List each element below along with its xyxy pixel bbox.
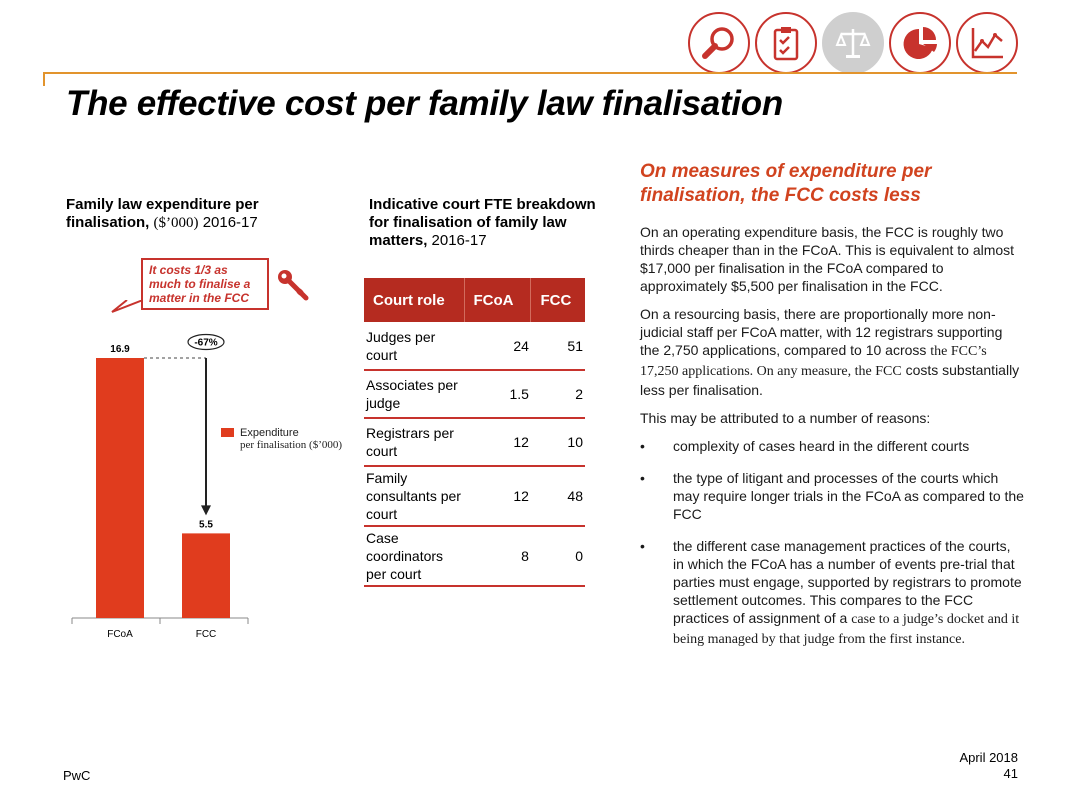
chart-title-year: 2016-17	[202, 214, 258, 231]
row-fcc: 0	[530, 526, 585, 587]
clipboard-icon[interactable]	[755, 12, 817, 74]
value-label-fcc: 5.5	[199, 519, 213, 530]
table-title: Indicative court FTE breakdown for final…	[369, 196, 619, 250]
paragraph-1: On an operating expenditure basis, the F…	[640, 224, 1015, 294]
tick-label-fcc: FCC	[196, 629, 217, 640]
key-icon	[278, 270, 309, 301]
bullet-marker: •	[640, 438, 645, 454]
row-fcoa: 24	[464, 322, 531, 371]
table-title-main: Indicative court FTE breakdown for final…	[369, 196, 596, 249]
row-fcoa: 1.5	[464, 370, 531, 419]
list-item: • the type of litigant and processes of t…	[640, 470, 1024, 522]
table-header-row: Court role FCoA FCC	[364, 278, 585, 322]
header-fcoa: FCoA	[464, 278, 532, 322]
legend-unit: ($’000)	[309, 439, 343, 451]
bar-fcoa	[96, 358, 144, 618]
header-rule-tick	[43, 72, 45, 86]
bar-fcc	[182, 533, 230, 618]
line-chart-icon[interactable]	[956, 12, 1018, 74]
table-row: Case coordinators per court 8 0	[364, 526, 585, 587]
table-title-year: 2016-17	[431, 232, 487, 249]
right-heading: On measures of expenditure per finalisat…	[640, 161, 932, 206]
chart-legend: Expenditure per finalisation ($’000)	[221, 427, 342, 451]
table-row: Family consultants per court 12 48	[364, 466, 585, 527]
row-fcc: 51	[530, 322, 585, 371]
tick-label-fcoa: FCoA	[107, 629, 133, 640]
list-item: • complexity of cases heard in the differ…	[640, 438, 970, 454]
bullet-marker: •	[640, 470, 645, 486]
legend-swatch	[221, 428, 234, 437]
footer-date: April 2018	[959, 750, 1018, 765]
fte-table: Court role FCoA FCC Judges per court 24 …	[364, 278, 585, 587]
callout-tail	[111, 300, 144, 313]
row-fcoa: 12	[464, 418, 531, 467]
paragraph-2: On a resourcing basis, there are proport…	[640, 306, 1020, 398]
callout-box: It costs 1/3 as much to finalise a matte…	[141, 258, 269, 310]
top-icon-nav	[688, 12, 1018, 74]
change-label: -67%	[194, 338, 217, 349]
change-badge	[187, 333, 225, 351]
pie-chart-icon[interactable]	[889, 12, 951, 74]
legend-line2: per finalisation	[240, 439, 310, 451]
row-role: Registrars per court	[364, 418, 464, 467]
row-role: Case coordinators per court	[364, 526, 464, 587]
header-court-role: Court role	[364, 278, 465, 322]
row-fcc: 48	[530, 466, 585, 527]
search-icon[interactable]	[688, 12, 750, 74]
row-role: Judges per court	[364, 322, 464, 371]
arrow-head	[201, 505, 211, 516]
table-row: Associates per judge 1.5 2	[364, 370, 585, 419]
header-fcc: FCC	[530, 278, 585, 322]
bullet-marker: •	[640, 538, 645, 554]
footer-brand: PwC	[63, 768, 91, 783]
scales-icon[interactable]	[822, 12, 884, 74]
right-body: On an operating expenditure basis, the F…	[640, 223, 1025, 663]
header-rule	[43, 72, 1017, 74]
paragraph-3: This may be attributed to a number of re…	[640, 410, 931, 426]
row-fcc: 2	[530, 370, 585, 419]
footer-page-number: 41	[1003, 766, 1018, 781]
row-fcoa: 12	[464, 466, 531, 527]
row-role: Associates per judge	[364, 370, 464, 419]
chart-title: Family law expenditure per finalisation,…	[66, 196, 336, 232]
page-title: The effective cost per family law finali…	[66, 84, 783, 123]
table-row: Registrars per court 12 10	[364, 418, 585, 467]
footer-meta: April 2018 41	[959, 750, 1018, 782]
legend-line1: Expenditure	[240, 427, 299, 439]
chart-title-main: Family law expenditure per finalisation,	[66, 196, 259, 231]
row-fcc: 10	[530, 418, 585, 467]
list-item: • the different case management practices…	[640, 538, 1022, 647]
table-row: Judges per court 24 51	[364, 322, 585, 371]
row-fcoa: 8	[464, 526, 531, 587]
value-label-fcoa: 16.9	[110, 344, 130, 355]
row-role: Family consultants per court	[364, 466, 464, 527]
expenditure-bar-chart: 16.9 FCoA 5.5 FCC -67%	[71, 333, 249, 640]
reasons-list: • complexity of cases heard in the differ…	[640, 437, 1025, 649]
chart-title-unit: ($’000)	[153, 215, 199, 231]
